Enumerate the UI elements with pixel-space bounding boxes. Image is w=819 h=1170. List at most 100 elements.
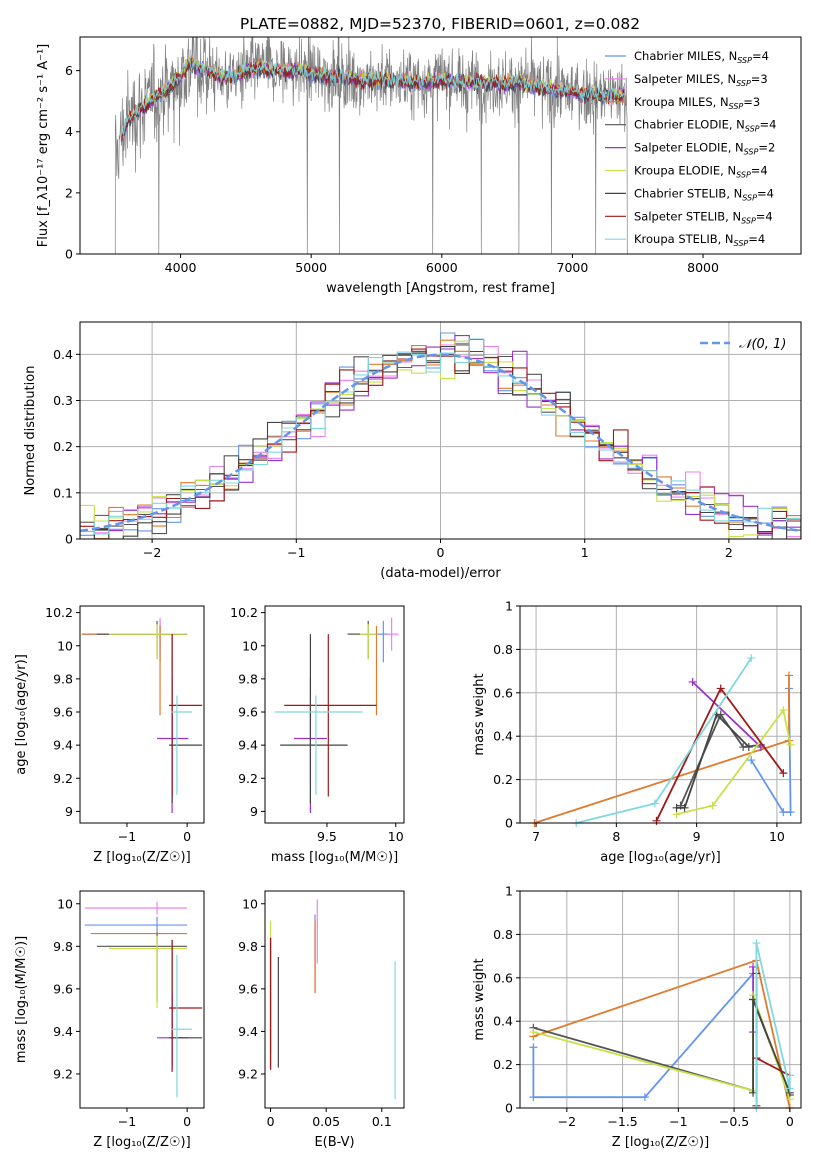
weight-point [672,803,681,812]
y-tick-label: 0.2 [53,439,73,454]
y-tick-label: 4 [65,124,73,139]
legend-tail: =4 [760,118,777,132]
y-tick-label: 0.2 [493,772,513,787]
mass_vs_z-frame: −1 0 9.2 9.4 9.6 9.8 10 Z [log₁₀(Z/Z☉)] mass [lo… [14,890,205,1150]
legend-tail: =4 [756,209,773,223]
weight_vs_age-axes [520,605,801,824]
y-tick-label: 0.4 [53,347,73,362]
legend-tail: =4 [757,186,774,200]
weight_vs_age-lines [530,654,795,827]
x-tick-label: −1 [118,1114,136,1129]
y-tick-label: 0.3 [53,393,73,408]
y-tick-label: 10 [57,638,73,653]
legend-tail: =3 [743,95,760,109]
weight-point [708,801,717,810]
histogram-kroupa-stelib [80,338,801,535]
legend-sub: SSP [741,216,756,225]
weight-line-chabrier-stelib [752,999,791,1094]
y-tick-label: 0.1 [53,485,73,500]
y-tick-label: 0.6 [493,970,513,985]
x-tick-label: −0.5 [719,1114,749,1129]
y-tick-label: 9.2 [238,771,258,786]
age_vs_z-errorbars [81,617,203,814]
axes-frame [264,605,405,824]
y-tick-label: 9.8 [53,939,73,954]
x-tick-label: 0 [183,829,191,844]
weight-point [652,816,661,825]
legend-tail: =4 [751,164,768,178]
axes-frame [264,890,405,1109]
y-tick-label: 10 [57,896,73,911]
weight-line-salpeter-elodie [691,681,762,748]
y-tick-label: 6 [65,63,73,78]
weight-line-kroupa-elodie [676,708,792,816]
weight-point [779,769,788,778]
x-axis-label: (data-model)/error [380,566,501,581]
y-tick-label: 0.2 [493,1057,513,1072]
weight-point [752,939,761,948]
x-tick-label: −1 [287,545,305,560]
weight-point [688,677,697,686]
y-tick-label: 0.4 [493,729,513,744]
y-tick-label: 10.2 [45,605,73,620]
y-tick-label: 9.8 [238,671,258,686]
observed-spectrum [114,37,628,254]
y-tick-label: 9.6 [53,981,73,996]
age_vs_mass-errorbars [274,617,399,814]
x-tick-label: 0 [437,545,445,560]
weight_vs_z-axes [520,890,801,1109]
y-axis-label: mass [log₁₀(M/M☉)] [14,936,29,1063]
x-axis-label: E(B-V) [314,1135,354,1150]
weight-point [744,743,753,752]
weight-line-chabrier-elodie [533,999,791,1096]
spectrum-legend: Chabrier MILES, NSSP=4 Salpeter MILES, NS… [605,49,776,248]
legend-sub: SSP [736,171,751,180]
mass_vs_z-errorbars [84,901,203,1098]
spectrum-frame: 4000 5000 6000 7000 8000 0 2 4 6 wavelength [Angs… [36,36,802,296]
legend-label: 𝒩(0, 1) [739,337,786,352]
residuals-frame: −2 −1 0 1 2 0 0.1 0.2 0.3 0.4 (data-model)/error No… [23,321,802,581]
legend-tail: =3 [751,72,768,86]
weight-point [747,756,756,765]
legend-sub: SSP [736,79,751,88]
y-tick-label: 9.4 [53,1024,73,1039]
x-tick-label: 2 [725,545,733,560]
y-axis-label: Normed distribution [23,366,38,496]
weight-line-kroupa-miles [533,959,791,1109]
weight-point [640,1093,649,1102]
weight-point [650,799,659,808]
x-tick-label: 0 [267,1114,275,1129]
axes-frame [519,890,802,1109]
y-tick-label: 9.4 [238,1024,258,1039]
y-tick-label: 9.2 [53,1066,73,1081]
spectrum-lines [114,37,628,254]
mass_vs_ebv-errorbars [269,899,396,1100]
legend-label: Chabrier ELODIE, NSSP=4 [634,118,776,134]
x-tick-label: −2 [558,1114,576,1129]
x-tick-label: 6000 [426,260,458,275]
legend-tail: =2 [758,141,775,155]
y-tick-label: 0.8 [493,927,513,942]
weight-line-kroupa-stelib [755,942,791,1108]
normal-reference-curve [80,353,801,533]
weight-point [786,740,795,749]
weight_vs_z-frame: −2 −1.5 −1 −0.5 0 0 0.2 0.4 0.6 0.8 1 Z [log₁₀(Z/Z☉… [472,884,802,1150]
model-spectrum-kroupa-stelib [121,58,625,135]
x-axis-label: Z [log₁₀(Z/Z☉)] [93,850,190,865]
x-axis-label: age [log₁₀(age/yr)] [600,850,721,865]
legend-label: Chabrier STELIB, NSSP=4 [634,186,774,202]
y-tick-label: 10.2 [230,605,258,620]
age_vs_mass-frame: 9.5 10 9 9.2 9.4 9.6 9.8 10 10.2 mass [log₁₀(M/M☉… [230,605,405,865]
weight_vs_z-lines [529,939,794,1112]
legend-sub: SSP [729,102,744,111]
weight-point [529,1028,538,1037]
y-tick-label: 0.6 [493,685,513,700]
weight-line-kroupa-miles [534,675,790,824]
x-tick-label: 4000 [165,260,197,275]
weight_vs_age-frame: 7 8 9 10 0 0.2 0.4 0.6 0.8 1 age [log₁₀(age/yr)] ma… [472,599,802,865]
weight-point [529,1093,538,1102]
y-tick-label: 9.2 [238,1066,258,1081]
x-tick-label: 8 [612,829,620,844]
axes-frame [519,605,802,824]
